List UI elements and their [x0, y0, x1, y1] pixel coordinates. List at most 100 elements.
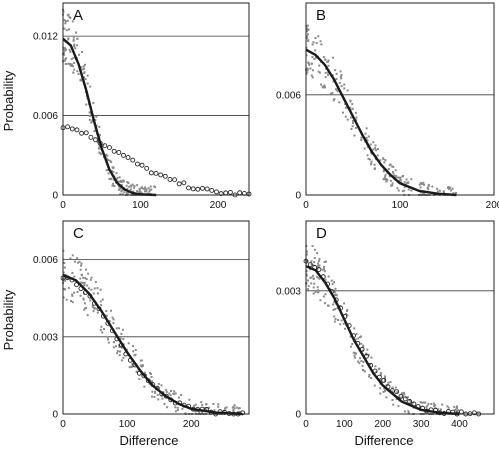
data-point	[306, 29, 309, 32]
data-point	[143, 190, 146, 193]
data-point	[311, 43, 314, 46]
data-point	[69, 257, 72, 260]
data-point	[382, 157, 385, 160]
data-point	[169, 394, 172, 397]
data-point	[207, 406, 210, 409]
data-point	[116, 352, 119, 355]
data-point	[327, 304, 330, 307]
data-point	[99, 300, 102, 303]
data-point	[394, 174, 397, 177]
data-point	[403, 181, 406, 184]
data-point	[128, 185, 131, 188]
data-point	[364, 132, 367, 135]
x-axis-label-left: Difference	[119, 433, 178, 448]
data-point	[410, 178, 413, 181]
data-point	[112, 182, 115, 185]
data-point	[354, 338, 357, 341]
data-point	[121, 193, 124, 196]
data-point	[353, 354, 356, 357]
data-point	[305, 261, 308, 264]
data-point	[80, 66, 83, 69]
data-point	[122, 328, 125, 331]
data-point	[88, 111, 91, 114]
data-point	[324, 278, 327, 281]
data-point	[89, 278, 92, 281]
data-point	[394, 386, 397, 389]
data-point	[313, 58, 316, 61]
data-point	[379, 392, 382, 395]
data-point	[121, 346, 124, 349]
data-point	[375, 370, 378, 373]
data-point	[125, 192, 128, 195]
data-point	[305, 30, 308, 33]
x-tick-label: 100	[392, 200, 409, 211]
data-point	[109, 159, 112, 162]
data-point	[455, 409, 458, 412]
data-point	[404, 396, 407, 399]
data-point	[341, 111, 344, 114]
data-point	[367, 353, 370, 356]
data-point	[311, 245, 314, 248]
data-point	[318, 257, 321, 260]
data-point	[144, 186, 147, 189]
data-point	[112, 322, 115, 325]
data-point	[156, 394, 159, 397]
data-point	[418, 183, 421, 186]
data-point	[358, 362, 361, 365]
data-point	[157, 382, 160, 385]
data-point	[427, 183, 430, 186]
circle-marker	[181, 180, 187, 186]
data-point	[136, 189, 139, 192]
data-point	[174, 392, 177, 395]
data-point	[106, 338, 109, 341]
circle-marker	[162, 173, 168, 179]
data-point	[307, 33, 310, 36]
data-point	[64, 58, 67, 61]
data-point	[118, 188, 121, 191]
data-point	[390, 184, 393, 187]
data-point	[201, 403, 204, 406]
circle-marker	[195, 186, 201, 192]
data-point	[382, 170, 385, 173]
data-point	[384, 175, 387, 178]
data-point	[349, 99, 352, 102]
data-point	[324, 71, 327, 74]
data-point	[200, 401, 203, 404]
data-point	[365, 352, 368, 355]
data-point	[383, 161, 386, 164]
data-point	[335, 72, 338, 75]
data-point	[308, 63, 311, 66]
data-point	[322, 268, 325, 271]
data-point	[177, 396, 180, 399]
data-point	[140, 365, 143, 368]
data-point	[85, 103, 88, 106]
data-point	[384, 159, 387, 162]
data-point	[335, 88, 338, 91]
data-point	[331, 282, 334, 285]
data-point	[134, 349, 137, 352]
data-point	[86, 82, 89, 85]
data-point	[92, 101, 95, 104]
data-point	[344, 103, 347, 106]
data-point	[389, 179, 392, 182]
data-point	[95, 115, 98, 118]
data-point	[193, 404, 196, 407]
y-tick-label: 0	[295, 410, 301, 421]
data-point	[339, 75, 342, 78]
data-point	[351, 120, 354, 123]
data-point	[83, 302, 86, 305]
circle-marker	[407, 399, 413, 404]
data-point	[120, 189, 123, 192]
data-point	[86, 284, 89, 287]
data-point	[76, 37, 79, 40]
data-point	[312, 41, 315, 44]
data-point	[106, 336, 109, 339]
data-point	[324, 293, 327, 296]
data-point	[96, 141, 99, 144]
data-point	[395, 398, 398, 401]
x-tick-label: 0	[303, 200, 309, 211]
data-point	[426, 186, 429, 189]
data-point	[322, 56, 325, 59]
data-point	[184, 412, 187, 415]
data-point	[119, 350, 122, 353]
